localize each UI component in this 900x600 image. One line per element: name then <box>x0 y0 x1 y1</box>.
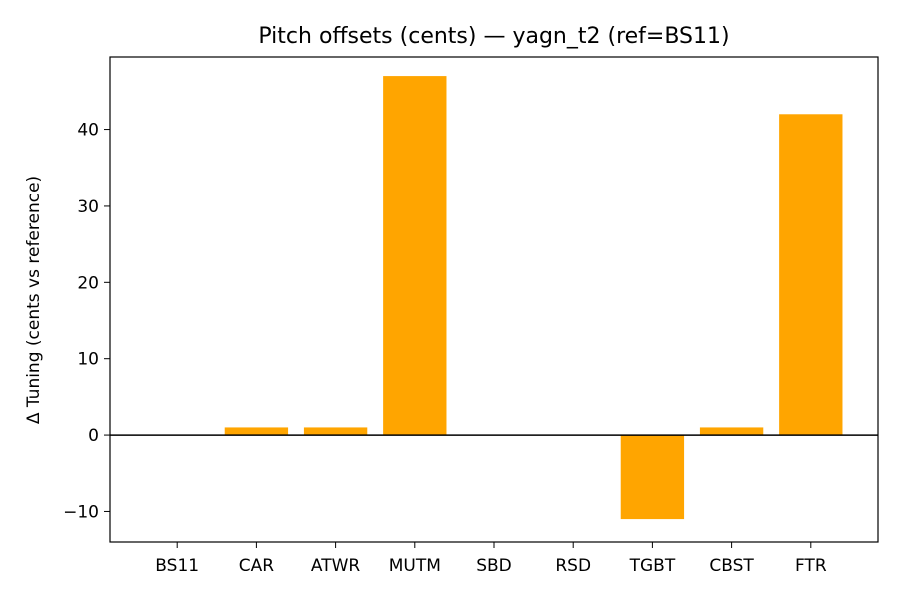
y-axis-label: Δ Tuning (cents vs reference) <box>24 176 44 424</box>
chart-title: Pitch offsets (cents) — yagn_t2 (ref=BS1… <box>258 24 729 49</box>
y-tick-label: 0 <box>88 426 99 446</box>
y-tick-label: −10 <box>63 502 99 522</box>
bar-mutm <box>383 76 447 436</box>
y-tick-label: 30 <box>77 197 99 217</box>
x-tick-label: RSD <box>555 556 591 576</box>
x-tick-label: BS11 <box>155 556 199 576</box>
x-tick-label: MUTM <box>389 556 441 576</box>
bars-group <box>224 76 843 520</box>
plot-area-frame <box>109 56 879 543</box>
x-tick-label: TGBT <box>629 556 676 576</box>
y-axis: −10 0 10 20 30 40 <box>63 121 110 522</box>
x-axis: BS11 CAR ATWR MUTM SBD RSD TGBT CBST FTR <box>155 542 827 576</box>
y-tick-label: 40 <box>77 121 99 141</box>
bar-ftr <box>779 114 843 436</box>
x-tick-label: ATWR <box>311 556 361 576</box>
y-tick-label: 10 <box>77 350 99 370</box>
y-tick-label: 20 <box>77 273 99 293</box>
bar-car <box>224 427 289 436</box>
x-tick-label: CAR <box>239 556 274 576</box>
x-tick-label: CBST <box>709 556 754 576</box>
bar-cbst <box>699 427 764 436</box>
bar-atwr <box>303 427 368 436</box>
bar-tgbt <box>620 435 685 520</box>
x-tick-label: FTR <box>795 556 827 576</box>
x-tick-label: SBD <box>476 556 512 576</box>
